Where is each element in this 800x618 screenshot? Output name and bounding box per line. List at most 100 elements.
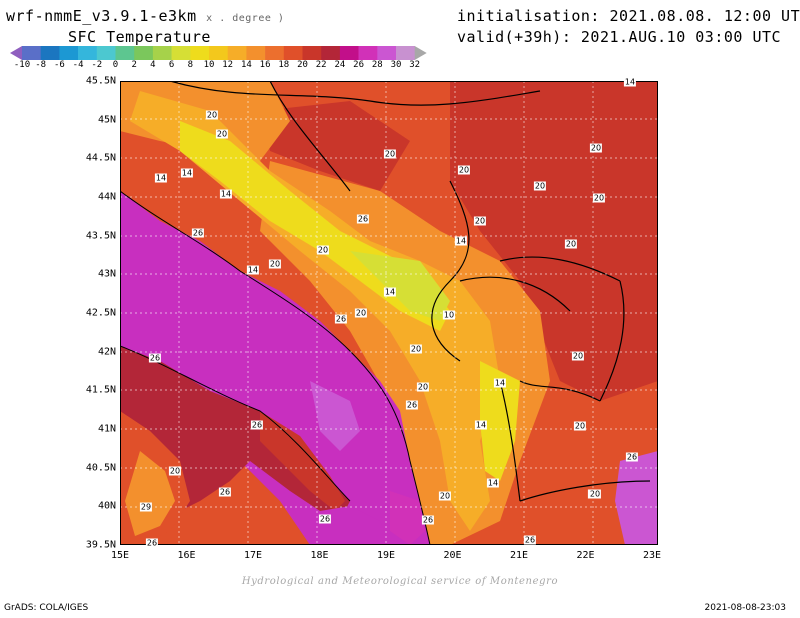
colorbar-swatch <box>339 46 359 60</box>
contour-label: 20 <box>457 165 471 175</box>
contour-label: 20 <box>416 382 430 392</box>
colorbar-swatch <box>22 46 41 60</box>
colorbar-swatch <box>265 46 285 60</box>
colorbar-label: -10 <box>13 60 31 70</box>
colorbar <box>10 46 427 60</box>
lat-tick-label: 43N <box>97 268 116 280</box>
contour-label: 20 <box>354 308 368 318</box>
colorbar-label: 0 <box>112 60 119 70</box>
init-label: initialisation: <box>457 7 600 25</box>
colorbar-swatch <box>377 46 397 60</box>
colorbar-label: 10 <box>203 60 215 70</box>
contour-label: 26 <box>356 214 370 224</box>
lon-tick-label: 17E <box>243 550 263 561</box>
contour-label: 20 <box>205 110 219 120</box>
model-name-text: wrf-nmmE_v3.9.1-e3km <box>6 7 197 25</box>
aegean-sea <box>615 451 658 545</box>
valid-time: valid(+39h): 2021.AUG.10 03:00 UTC <box>457 28 781 46</box>
highland-south <box>480 361 520 481</box>
contour-label: 26 <box>250 420 264 430</box>
contour-label: 14 <box>486 478 500 488</box>
colorbar-swatch <box>227 46 247 60</box>
colorbar-label: -4 <box>72 60 84 70</box>
contour-label: 20 <box>215 129 229 139</box>
italy-heel <box>260 411 345 511</box>
colorbar-label: 4 <box>150 60 156 70</box>
colorbar-swatch <box>209 46 228 60</box>
adriatic-sea <box>120 191 430 545</box>
sea-pale-2 <box>390 491 425 545</box>
lat-tick-label: 43.5N <box>85 230 116 242</box>
contour-label: 20 <box>573 421 587 431</box>
colorbar-label: 6 <box>168 60 175 70</box>
colorbar-swatch <box>40 46 60 60</box>
colorbar-swatch <box>59 46 79 60</box>
lon-tick-label: 22E <box>576 550 595 561</box>
lon-tick-label: 21E <box>509 550 529 561</box>
temperature-map <box>120 81 658 545</box>
coastline <box>120 190 431 545</box>
colorbar-label: -6 <box>53 60 65 70</box>
lon-tick-label: 23E <box>642 550 662 561</box>
contour-label: 14 <box>493 378 507 388</box>
colorbar-label: 26 <box>353 60 365 70</box>
contour-label: 26 <box>334 314 348 324</box>
colorbar-swatch <box>302 46 322 60</box>
contour-label: 26 <box>318 514 332 524</box>
highland-core-2 <box>350 251 450 321</box>
warm-area-north <box>260 101 410 191</box>
colorbar-swatch <box>115 46 135 60</box>
contour-label: 20 <box>383 149 397 159</box>
contour-label: 14 <box>383 287 397 297</box>
contour-label: 10 <box>442 310 456 320</box>
contour-label: 26 <box>421 515 435 525</box>
valid-value: 2021.AUG.10 03:00 UTC <box>580 28 782 46</box>
lat-tick-label: 42N <box>97 346 116 358</box>
colorbar-swatch <box>96 46 116 60</box>
contour-label: 26 <box>145 538 159 548</box>
colorbar-swatch <box>190 46 210 60</box>
colorbar-swatch <box>134 46 154 60</box>
map-border <box>120 81 658 545</box>
warm-area-east <box>450 81 658 401</box>
contour-label: 20 <box>571 351 585 361</box>
colorbar-label: 20 <box>297 60 308 70</box>
lon-tick-label: 15E <box>110 550 130 561</box>
colorbar-swatch <box>78 46 98 60</box>
lat-tick-label: 45N <box>97 114 116 126</box>
lat-tick-label: 39.5N <box>85 539 116 551</box>
lat-tick-label: 42.5N <box>85 307 116 319</box>
colorbar-label: 18 <box>278 60 290 70</box>
valid-label: valid(+39h): <box>457 28 572 46</box>
contour-label: 14 <box>474 420 488 430</box>
contour-label: 26 <box>625 452 639 462</box>
lat-tick-label: 40N <box>97 500 116 512</box>
contour-label: 14 <box>219 189 233 199</box>
contour-label: 29 <box>139 502 153 512</box>
lat-tick-label: 45.5N <box>85 75 116 87</box>
contour-label: 20 <box>592 193 606 203</box>
colorbar-swatch <box>283 46 303 60</box>
colorbar-label: -8 <box>35 60 47 70</box>
colorbar-swatch <box>152 46 172 60</box>
lon-tick-label: 19E <box>376 550 396 561</box>
lat-tick-label: 41N <box>97 423 116 435</box>
contour-label: 20 <box>533 181 547 191</box>
colorbar-label: 14 <box>240 60 252 70</box>
colorbar-label: 2 <box>131 60 137 70</box>
contour-label: 26 <box>191 228 205 238</box>
colorbar-label: 24 <box>334 60 346 70</box>
colorbar-swatch <box>171 46 191 60</box>
init-time: initialisation: 2021.08.08. 12:00 UTC <box>457 7 800 25</box>
credit-text: Hydrological and Meteorological service … <box>241 576 559 587</box>
colorbar-swatch <box>414 46 427 60</box>
colorbar-label: 16 <box>259 60 271 70</box>
model-name: wrf-nmmE_v3.9.1-e3km x . degree ) <box>6 7 284 25</box>
contour-label: 14 <box>454 236 468 246</box>
colorbar-label: -2 <box>91 60 103 70</box>
contour-label: 14 <box>623 77 637 87</box>
lat-tick-label: 44.5N <box>85 152 116 164</box>
contour-label: 14 <box>154 173 168 183</box>
contour-label: 14 <box>180 168 194 178</box>
contour-label: 14 <box>246 265 260 275</box>
